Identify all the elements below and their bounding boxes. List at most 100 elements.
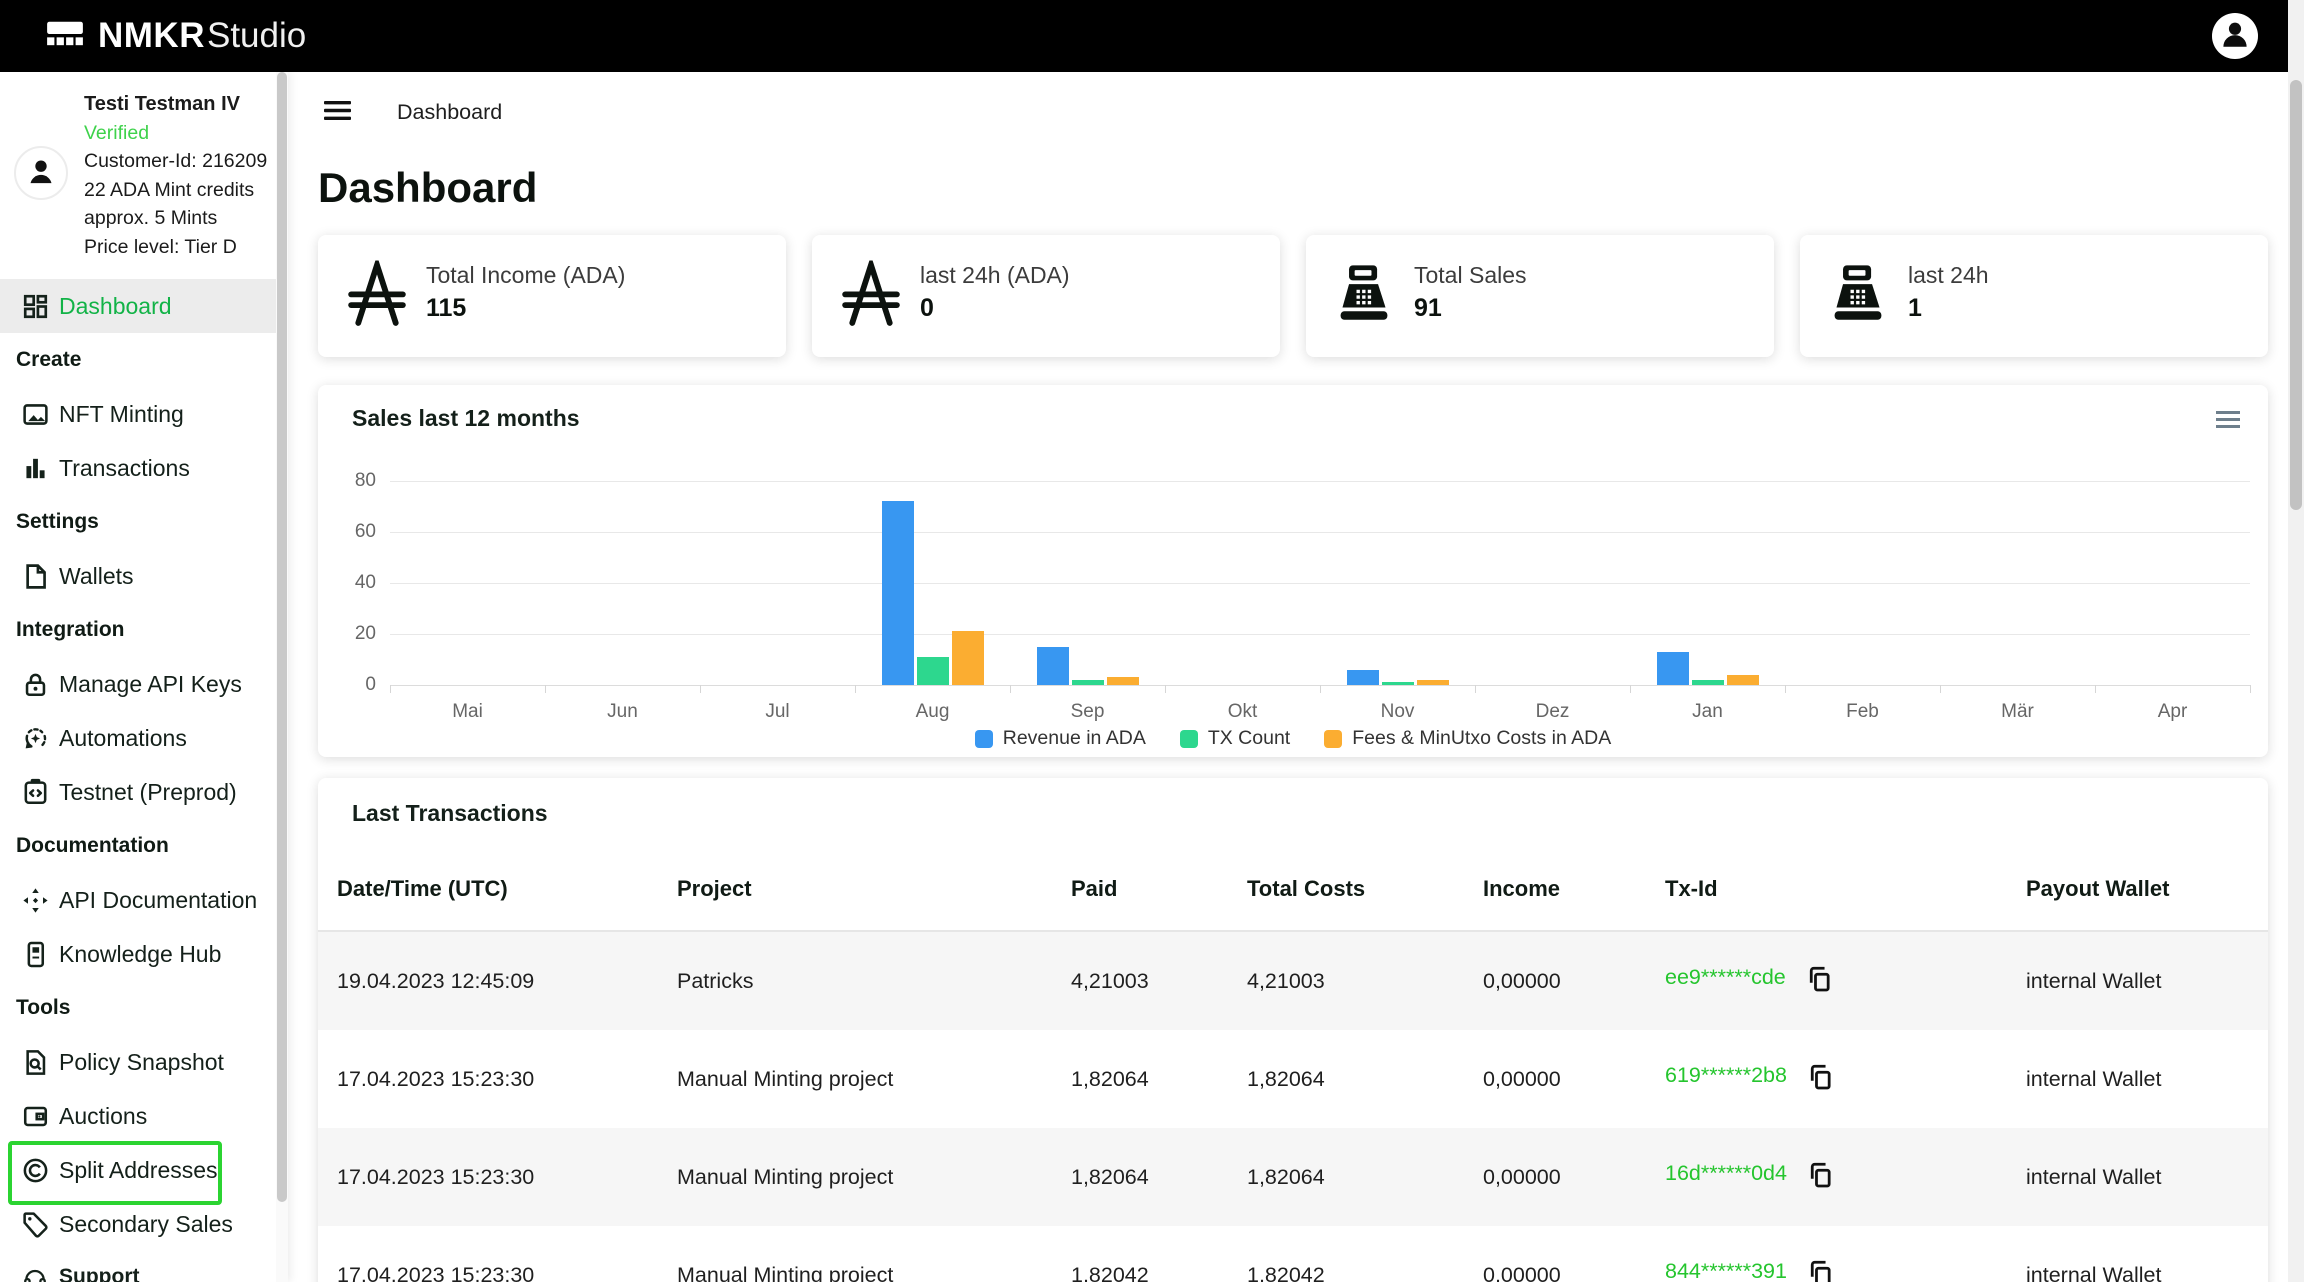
cell-payout-wallet: internal Wallet [2026, 968, 2162, 993]
bar-tx-count-nov [1381, 682, 1414, 685]
stat-label: Total Sales [1414, 262, 1527, 288]
stat-label: Total Income (ADA) [426, 262, 626, 288]
y-axis-tick-label: 40 [354, 572, 376, 593]
x-axis-label: Jul [765, 701, 790, 722]
user-avatar[interactable] [14, 146, 68, 200]
user-name: Testi Testman IV [84, 93, 240, 115]
bar-revenue-in-ada-sep [1036, 646, 1069, 685]
sidebar-section-settings: Settings [0, 495, 276, 549]
cell-income: 0,00000 [1483, 1262, 1561, 1282]
last-transactions-title: Last Transactions [352, 800, 548, 826]
x-axis-label: Nov [1380, 701, 1415, 722]
person-icon [2218, 17, 2252, 56]
cell-paid: 1,82064 [1071, 1066, 1149, 1091]
hamburger-icon[interactable] [324, 100, 351, 126]
y-axis-tick-label: 60 [354, 521, 376, 542]
cell-tx-id: 844******391 [1665, 1226, 2026, 1282]
page-title: Dashboard [318, 164, 538, 211]
ada-icon [346, 255, 408, 332]
chart-menu-icon[interactable] [2216, 411, 2240, 433]
copy-icon[interactable] [1805, 1160, 1834, 1195]
sidebar-section-integration: Integration [0, 603, 276, 657]
section-label: Documentation [16, 834, 169, 857]
sidebar-item-policy-snapshot[interactable]: Policy Snapshot [0, 1035, 276, 1089]
sidebar-item-label: Support [59, 1265, 140, 1282]
stat-card-total-income: Total Income (ADA) 115 [318, 235, 786, 357]
sidebar-item-testnet-preprod[interactable]: Testnet (Preprod) [0, 765, 276, 819]
account-avatar[interactable] [2212, 13, 2258, 59]
tx-id-link[interactable]: 16d******0d4 [1665, 1160, 1787, 1185]
sidebar-scrollbar-thumb[interactable] [277, 72, 287, 1202]
sidebar-item-support[interactable]: Support [0, 1251, 276, 1282]
copy-icon[interactable] [1804, 964, 1833, 999]
sidebar-item-nft-minting[interactable]: NFT Minting [0, 387, 276, 441]
sidebar-item-manage-api-keys[interactable]: Manage API Keys [0, 657, 276, 711]
top-bar: NMKRStudio [0, 0, 2304, 72]
x-axis-tick [1320, 685, 1321, 693]
cell-total-costs: 4,21003 [1247, 968, 1325, 993]
x-axis-label: Jun [607, 701, 638, 722]
x-axis-label: Apr [2157, 701, 2188, 722]
table-row: 17.04.2023 15:23:30 Manual Minting proje… [318, 1226, 2268, 1282]
stat-label: last 24h (ADA) [920, 262, 1070, 288]
chart-gridline [390, 583, 2250, 584]
stat-value: 1 [1908, 294, 1922, 322]
bar-chart-icon [20, 453, 50, 483]
stat-value: 115 [426, 294, 467, 322]
sales-chart-card: 0 20 40 60 80 Mai Jun Jul Aug Sep Okt Nov Dez Jan Feb M… [318, 385, 2268, 757]
copy-icon[interactable] [1805, 1062, 1834, 1097]
sidebar-item-wallets[interactable]: Wallets [0, 549, 276, 603]
sidebar-item-secondary-sales[interactable]: Secondary Sales [0, 1197, 276, 1251]
cell-project: Manual Minting project [677, 1262, 894, 1282]
tx-id-link[interactable]: 844******391 [1665, 1258, 1787, 1282]
stat-card-last24h-ada: last 24h (ADA) 0 [812, 235, 1280, 357]
page-scrollbar [2288, 0, 2304, 1282]
bar-fees-minutxo-costs-in-ada-jan [1726, 674, 1759, 685]
bar-tx-count-sep [1071, 679, 1104, 685]
user-verified-status: Verified [84, 121, 150, 144]
legend-item-revenue-in-ada[interactable]: Revenue in ADA [974, 727, 1146, 750]
sidebar-nav: Dashboard Create NFT Minting Transactions Se… [0, 279, 276, 1282]
tx-id-link[interactable]: ee9******cde [1665, 964, 1786, 989]
legend-item-tx-count[interactable]: TX Count [1179, 727, 1290, 750]
tx-id-link[interactable]: 619******2b8 [1665, 1062, 1787, 1087]
sidebar-item-dashboard[interactable]: Dashboard [0, 279, 276, 333]
last-transactions-card: Last Transactions Date/Time (UTC) Projec… [318, 778, 2268, 1282]
chart-gridline [390, 481, 2250, 482]
x-axis-label: Aug [915, 701, 950, 722]
column-header: Income [1483, 848, 1665, 932]
sidebar-item-transactions[interactable]: Transactions [0, 441, 276, 495]
cell-paid: 1,82064 [1071, 1164, 1149, 1189]
x-axis-label: Okt [1227, 701, 1258, 722]
brand-logo[interactable]: NMKRStudio [46, 0, 306, 72]
sidebar-item-automations[interactable]: Automations [0, 711, 276, 765]
sidebar-item-label: Testnet (Preprod) [59, 779, 237, 805]
main-content: Dashboard Dashboard Total Income (ADA) 1… [288, 72, 2288, 1282]
breadcrumb-label[interactable]: Dashboard [397, 100, 503, 124]
x-axis-tick [1940, 685, 1941, 693]
x-axis-tick [2250, 685, 2251, 693]
stat-value: 0 [920, 294, 934, 322]
bar-fees-minutxo-costs-in-ada-nov [1416, 679, 1449, 685]
sidebar-item-split-addresses[interactable]: Split Addresses [0, 1141, 276, 1205]
sidebar-item-auctions[interactable]: Auctions [0, 1089, 276, 1143]
copy-icon[interactable] [1805, 1258, 1834, 1282]
column-header: Paid [1071, 848, 1247, 932]
sidebar-item-label: API Documentation [59, 887, 258, 913]
table-row: 17.04.2023 15:23:30 Manual Minting proje… [318, 1030, 2268, 1128]
bar-revenue-in-ada-jan [1656, 651, 1689, 685]
legend-item-fees-minutxo-costs-in-ada[interactable]: Fees & MinUtxo Costs in ADA [1324, 727, 1611, 750]
page-scrollbar-thumb[interactable] [2290, 80, 2302, 510]
cell-income: 0,00000 [1483, 968, 1561, 993]
sidebar: Testi Testman IV Verified Customer-Id: 2… [0, 72, 288, 1282]
sidebar-section-tools: Tools [0, 981, 276, 1035]
nmkr-stamp-icon [46, 17, 84, 56]
sidebar-item-knowledge-hub[interactable]: Knowledge Hub [0, 927, 276, 981]
cell-datetime: 17.04.2023 15:23:30 [337, 1164, 535, 1189]
headset-icon [20, 1263, 50, 1282]
chart-legend: Revenue in ADA TX Count Fees & MinUtxo Cos… [318, 727, 2268, 750]
sidebar-item-api-documentation[interactable]: API Documentation [0, 873, 276, 927]
x-axis-tick [855, 685, 856, 693]
column-header: Payout Wallet [2026, 848, 2268, 932]
column-header: Project [677, 848, 1071, 932]
